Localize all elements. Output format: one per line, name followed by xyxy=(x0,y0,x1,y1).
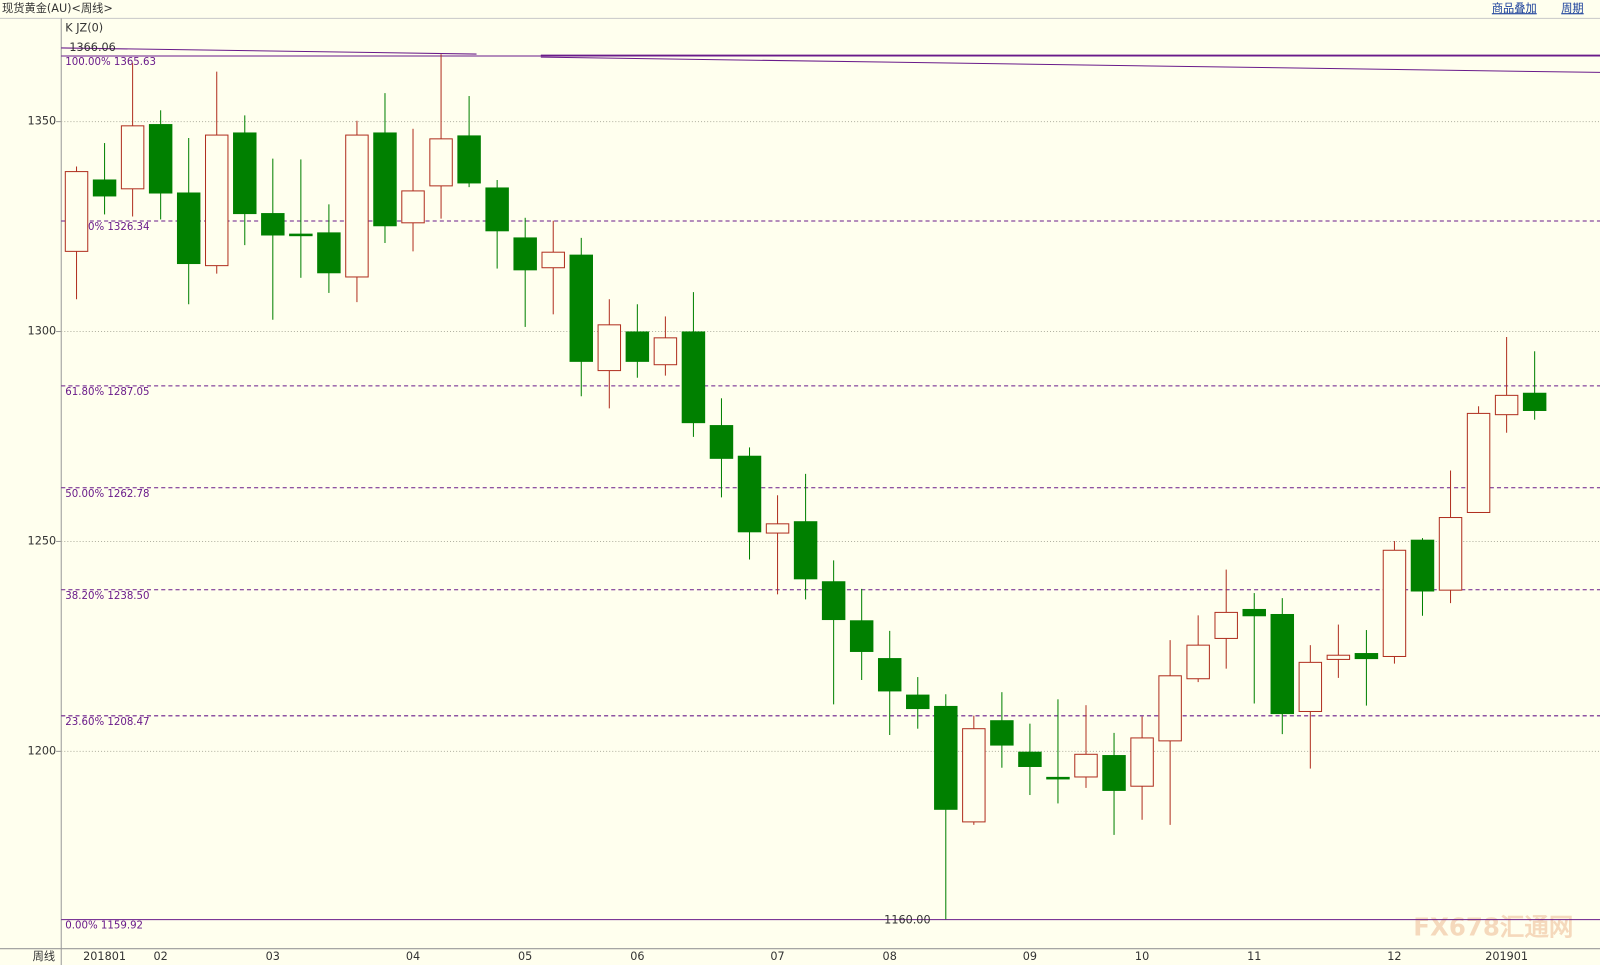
chart-title: 现货黄金(AU)<周线> xyxy=(2,1,113,15)
watermark: FX678汇通网 xyxy=(1413,912,1573,941)
candle-body xyxy=(1242,608,1266,617)
fib-label: 61.80% 1287.05 xyxy=(65,387,149,398)
y-tick-label: 1300 xyxy=(28,325,57,338)
candle-body xyxy=(317,232,341,274)
x-tick-label: 12 xyxy=(1387,950,1401,963)
candle-body xyxy=(204,134,229,267)
candle-body xyxy=(765,523,790,534)
candle-body xyxy=(1130,737,1154,787)
candle-body xyxy=(793,521,818,580)
candle-body xyxy=(429,138,453,187)
candle-body xyxy=(513,237,537,271)
price-annotation: 1366.06 xyxy=(69,41,115,54)
candle-body xyxy=(401,190,425,224)
trend-line xyxy=(540,56,1600,73)
fib-label: 100.00% 1365.63 xyxy=(65,57,156,68)
candle-body xyxy=(877,658,902,692)
y-tick-label: 1350 xyxy=(28,115,57,128)
candle-body xyxy=(821,581,846,621)
candle-body xyxy=(1074,753,1098,778)
x-tick-label: 05 xyxy=(518,950,532,963)
y-tick-label: 1200 xyxy=(28,744,57,757)
x-tick-label: 11 xyxy=(1247,950,1261,963)
x-tick-label: 02 xyxy=(154,950,168,963)
candle-body xyxy=(1046,776,1070,780)
period-label: 周线 xyxy=(33,949,55,963)
candle-body xyxy=(120,125,145,190)
candle-body xyxy=(906,694,930,710)
candle-body xyxy=(569,254,594,362)
candle-body xyxy=(176,192,201,265)
candle-body xyxy=(1102,755,1126,791)
candle-body xyxy=(1438,517,1463,591)
x-tick-label: 03 xyxy=(266,950,280,963)
candle-body xyxy=(289,233,313,237)
period-button[interactable]: 周期 xyxy=(1561,2,1583,15)
candle-body xyxy=(233,132,257,215)
fib-label: 0.00% 1159.92 xyxy=(65,921,143,932)
candle-body xyxy=(1466,412,1491,513)
candle-body xyxy=(1410,539,1435,592)
candle-body xyxy=(990,720,1014,746)
candle-body xyxy=(1270,613,1295,715)
candle-body xyxy=(1158,675,1182,742)
trend-line xyxy=(61,47,477,55)
candle-body xyxy=(1382,549,1407,657)
candle-body xyxy=(681,331,706,424)
x-tick-label: 06 xyxy=(630,950,644,963)
indicator-label: K JZ(0) xyxy=(65,22,103,35)
x-tick-label: 10 xyxy=(1135,950,1149,963)
candle-body xyxy=(849,620,874,652)
candle-body xyxy=(1298,661,1323,712)
candle-body xyxy=(625,331,650,362)
candle-body xyxy=(962,728,986,823)
candle-body xyxy=(261,213,285,236)
candle-body xyxy=(92,179,117,197)
candle-body xyxy=(653,337,678,366)
x-tick-label: 07 xyxy=(770,950,784,963)
candle-body xyxy=(1214,611,1238,639)
candle-body xyxy=(64,171,89,252)
candle-body xyxy=(457,135,481,184)
candle-body xyxy=(709,425,734,459)
candle-body xyxy=(934,705,958,810)
x-tick-label: 04 xyxy=(406,950,420,963)
candle-body xyxy=(597,324,622,372)
x-tick-label: 09 xyxy=(1023,950,1037,963)
candle-body xyxy=(1354,653,1379,660)
candle-body xyxy=(485,187,509,232)
candle-body xyxy=(1186,644,1210,680)
candle-body xyxy=(148,124,173,194)
candle-body xyxy=(1494,394,1519,416)
overlay-button[interactable]: 商品叠加 xyxy=(1492,1,1537,15)
y-tick-label: 1250 xyxy=(28,534,57,547)
candle-body xyxy=(345,134,369,278)
candle-body xyxy=(541,251,565,269)
fib-label: 23.60% 1208.47 xyxy=(65,717,149,728)
candle-body xyxy=(373,132,397,227)
fib-label: 50.00% 1262.78 xyxy=(65,489,149,500)
candle-body xyxy=(1522,392,1547,411)
candle-body xyxy=(1018,751,1042,767)
x-tick-label: 201801 xyxy=(83,950,126,963)
x-tick-label: 08 xyxy=(883,950,897,963)
candle-body xyxy=(1326,654,1351,660)
fib-label: 38.20% 1238.50 xyxy=(65,591,149,602)
price-annotation: 1160.00 xyxy=(884,913,930,926)
candle-body xyxy=(737,455,762,533)
x-tick-label: 201901 xyxy=(1485,950,1528,963)
fib-label: 80.90% 1326.34 xyxy=(65,222,149,233)
